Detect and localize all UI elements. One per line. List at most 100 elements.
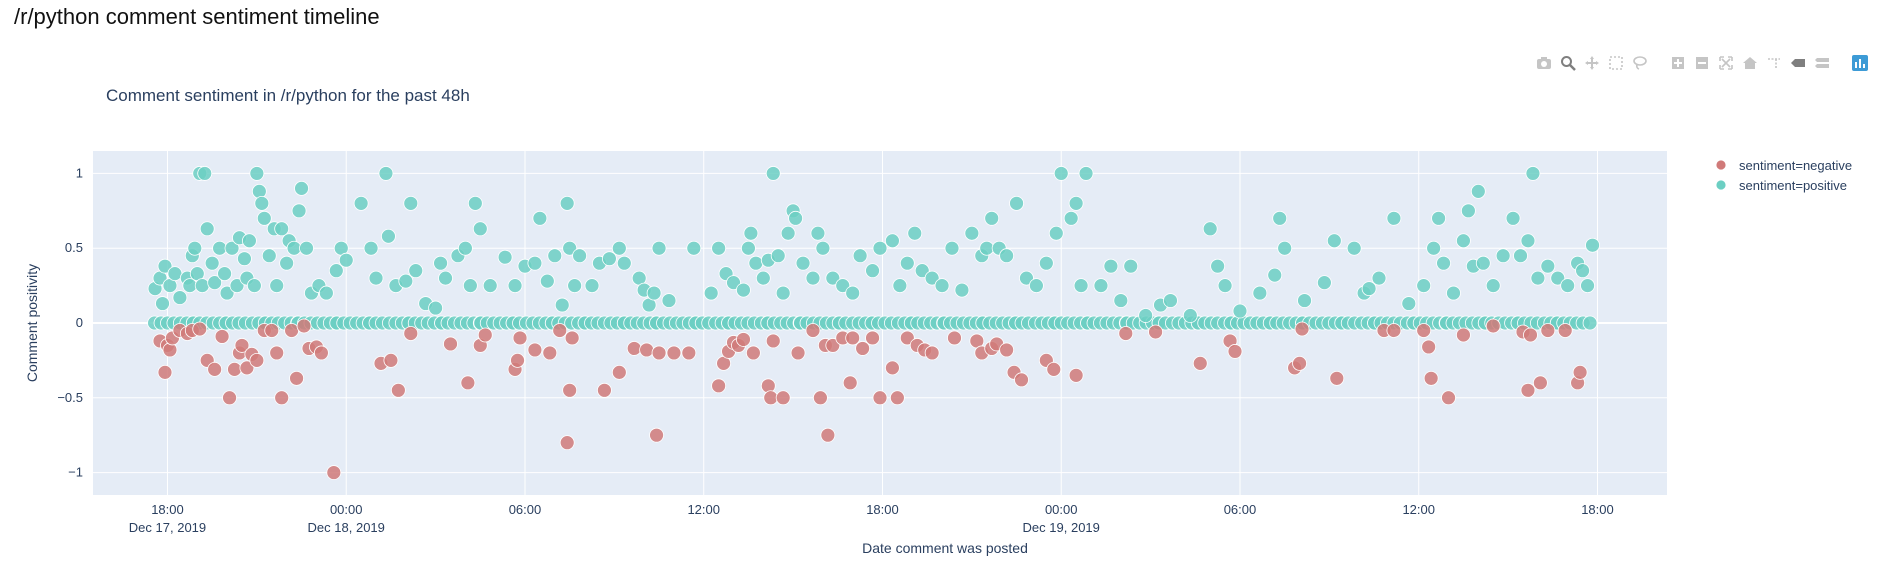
- point-positive[interactable]: [964, 225, 980, 241]
- point-positive[interactable]: [353, 195, 369, 211]
- point-positive[interactable]: [204, 255, 220, 271]
- point-positive[interactable]: [651, 240, 667, 256]
- point-positive[interactable]: [1416, 278, 1432, 294]
- point-positive[interactable]: [999, 248, 1015, 264]
- zoom-out-icon[interactable]: [1693, 54, 1711, 72]
- point-positive[interactable]: [237, 251, 252, 267]
- point-positive[interactable]: [601, 251, 617, 267]
- point-positive[interactable]: [1063, 210, 1079, 226]
- point-negative[interactable]: [736, 332, 751, 347]
- point-positive[interactable]: [269, 278, 285, 294]
- camera-icon[interactable]: [1535, 54, 1553, 72]
- point-positive[interactable]: [467, 195, 483, 211]
- point-positive[interactable]: [1232, 303, 1248, 319]
- point-positive[interactable]: [408, 263, 424, 279]
- point-positive[interactable]: [1252, 285, 1268, 301]
- point-negative[interactable]: [460, 375, 476, 391]
- point-positive[interactable]: [1297, 293, 1312, 308]
- point-positive[interactable]: [219, 285, 235, 301]
- point-positive[interactable]: [1019, 270, 1034, 286]
- point-positive[interactable]: [155, 296, 170, 311]
- point-positive[interactable]: [1540, 258, 1556, 274]
- point-negative[interactable]: [477, 327, 493, 343]
- point-positive[interactable]: [755, 270, 771, 286]
- point-positive[interactable]: [507, 278, 523, 294]
- point-positive[interactable]: [363, 240, 379, 256]
- point-positive[interactable]: [825, 270, 841, 286]
- point-negative[interactable]: [1192, 355, 1208, 371]
- point-positive[interactable]: [1582, 315, 1598, 331]
- point-negative[interactable]: [1456, 327, 1471, 343]
- point-negative[interactable]: [813, 390, 828, 406]
- point-positive[interactable]: [711, 240, 727, 256]
- point-positive[interactable]: [810, 225, 826, 241]
- point-positive[interactable]: [1163, 293, 1178, 308]
- point-positive[interactable]: [172, 290, 188, 305]
- point-negative[interactable]: [681, 345, 697, 361]
- point-positive[interactable]: [1048, 225, 1064, 241]
- point-negative[interactable]: [390, 382, 406, 398]
- point-positive[interactable]: [299, 240, 314, 256]
- point-positive[interactable]: [788, 210, 803, 226]
- legend[interactable]: sentiment=negative sentiment=positive: [1715, 158, 1852, 193]
- point-positive[interactable]: [748, 255, 764, 271]
- point-positive[interactable]: [1520, 233, 1536, 249]
- point-positive[interactable]: [381, 228, 396, 244]
- point-negative[interactable]: [1523, 327, 1538, 343]
- point-positive[interactable]: [291, 203, 307, 219]
- point-positive[interactable]: [1316, 275, 1332, 291]
- point-negative[interactable]: [805, 323, 821, 338]
- legend-item-positive[interactable]: sentiment=positive: [1739, 178, 1847, 193]
- point-negative[interactable]: [284, 323, 300, 338]
- point-positive[interactable]: [212, 240, 228, 256]
- point-positive[interactable]: [765, 166, 781, 181]
- point-positive[interactable]: [428, 300, 444, 316]
- point-negative[interactable]: [227, 361, 242, 377]
- point-negative[interactable]: [865, 330, 880, 346]
- point-positive[interactable]: [1426, 240, 1442, 256]
- point-positive[interactable]: [1470, 183, 1486, 199]
- point-positive[interactable]: [157, 258, 173, 274]
- point-positive[interactable]: [1138, 308, 1154, 323]
- point-positive[interactable]: [251, 183, 267, 199]
- pan-icon[interactable]: [1583, 54, 1601, 72]
- point-positive[interactable]: [1475, 255, 1491, 271]
- point-positive[interactable]: [572, 248, 587, 264]
- point-negative[interactable]: [1557, 323, 1573, 338]
- point-negative[interactable]: [564, 330, 580, 346]
- point-negative[interactable]: [527, 342, 543, 358]
- point-negative[interactable]: [326, 465, 342, 480]
- point-positive[interactable]: [1053, 166, 1069, 181]
- point-positive[interactable]: [835, 278, 851, 294]
- point-positive[interactable]: [217, 266, 232, 282]
- point-positive[interactable]: [686, 240, 702, 256]
- point-positive[interactable]: [1371, 270, 1387, 286]
- point-negative[interactable]: [542, 345, 558, 361]
- point-positive[interactable]: [197, 166, 213, 181]
- point-negative[interactable]: [510, 352, 525, 368]
- point-positive[interactable]: [246, 278, 262, 294]
- point-positive[interactable]: [795, 255, 811, 271]
- point-positive[interactable]: [279, 255, 295, 271]
- point-negative[interactable]: [765, 333, 781, 349]
- point-positive[interactable]: [1550, 270, 1566, 286]
- point-positive[interactable]: [1346, 240, 1362, 256]
- point-negative[interactable]: [924, 345, 940, 361]
- point-negative[interactable]: [1227, 344, 1243, 359]
- point-negative[interactable]: [872, 390, 888, 406]
- point-positive[interactable]: [532, 210, 548, 226]
- point-positive[interactable]: [815, 240, 831, 256]
- point-negative[interactable]: [1329, 370, 1345, 386]
- point-negative[interactable]: [1416, 323, 1432, 338]
- point-positive[interactable]: [934, 278, 950, 294]
- point-negative[interactable]: [1423, 370, 1439, 386]
- point-positive[interactable]: [457, 240, 473, 256]
- point-positive[interactable]: [368, 270, 384, 286]
- point-negative[interactable]: [1148, 324, 1163, 340]
- point-negative[interactable]: [855, 341, 871, 356]
- point-negative[interactable]: [403, 326, 419, 341]
- point-positive[interactable]: [249, 166, 265, 181]
- point-positive[interactable]: [845, 285, 861, 301]
- point-negative[interactable]: [649, 427, 664, 443]
